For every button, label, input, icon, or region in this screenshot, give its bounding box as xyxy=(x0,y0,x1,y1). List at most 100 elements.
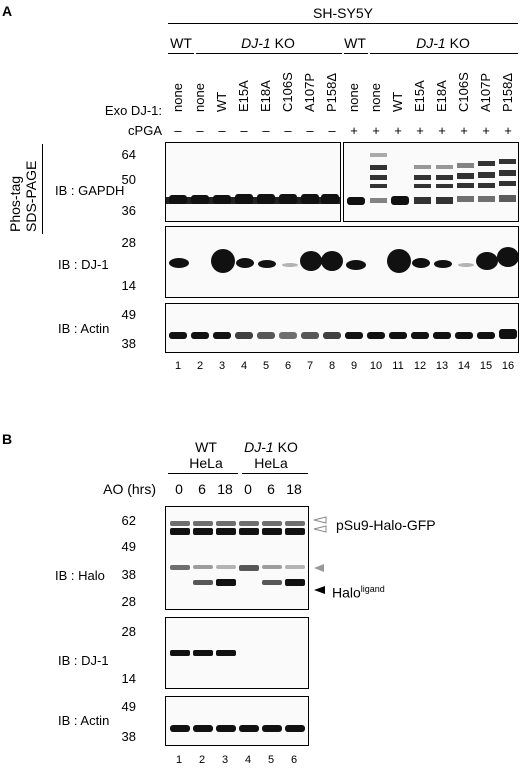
exo-dj1-label: Exo DJ-1: xyxy=(104,103,162,118)
halo-marker-49: 49 xyxy=(121,539,136,554)
actin-blot-a xyxy=(165,303,519,353)
actin-band xyxy=(367,332,385,339)
lane-number: 7 xyxy=(306,360,314,372)
dj1-blot-b xyxy=(165,617,309,689)
halo-ligand-label: Haloligand xyxy=(332,584,385,601)
cpga-value: – xyxy=(328,123,336,138)
gapdh-blot-right-bands xyxy=(347,153,516,205)
lane-number: 1 xyxy=(174,360,182,372)
dj1-blot-b-bands xyxy=(170,650,236,656)
lane-number: 6 xyxy=(284,360,292,372)
wt-label-b: WT xyxy=(195,439,217,455)
lane-number: 2 xyxy=(198,754,206,766)
lane-number: 12 xyxy=(413,360,427,372)
exo-value: A107P xyxy=(478,72,493,112)
ko-label-b: DJ-1 KO xyxy=(244,439,298,455)
actin-band xyxy=(455,332,473,339)
halo-blot-bands xyxy=(170,521,305,586)
ao-value: 6 xyxy=(267,481,275,497)
actin-band xyxy=(411,332,429,339)
actin-blot-a-bands xyxy=(169,329,517,339)
cpga-value: + xyxy=(350,123,358,138)
phos-tag-label-1: Phos-tag xyxy=(7,175,23,232)
lane-number: 3 xyxy=(218,360,226,372)
ib-dj1-label-b: IB : DJ-1 xyxy=(58,653,109,668)
cpga-value: – xyxy=(174,123,182,138)
actin-blot-b-bands xyxy=(170,725,305,732)
wt-label-a1: WT xyxy=(170,35,192,51)
dj1-marker-28-b: 28 xyxy=(121,624,136,639)
lane-number: 13 xyxy=(435,360,449,372)
ao-hrs-label: AO (hrs) xyxy=(103,481,156,497)
black-arrow-icon xyxy=(314,586,325,594)
lane-number: 2 xyxy=(196,360,204,372)
cpga-label: cPGA xyxy=(128,123,162,138)
cpga-value: + xyxy=(416,123,424,138)
exo-value: E18A xyxy=(258,80,273,112)
lane-number: 3 xyxy=(221,754,229,766)
exo-value: none xyxy=(170,83,185,112)
wt-rule-b xyxy=(168,473,238,474)
cpga-value: + xyxy=(372,123,380,138)
exo-value: none xyxy=(368,83,383,112)
actin-band xyxy=(279,332,297,339)
lane-number: 16 xyxy=(501,360,515,372)
ao-value: 18 xyxy=(217,481,233,497)
panel-b-letter: B xyxy=(2,431,13,447)
lane-number: 15 xyxy=(479,360,493,372)
halo-marker-28: 28 xyxy=(121,594,136,609)
exo-value: WT xyxy=(390,91,405,112)
lane-number: 4 xyxy=(240,360,248,372)
actin-band xyxy=(389,332,407,339)
ko-label-a2: DJ-1 KO xyxy=(416,35,470,51)
actin-band xyxy=(169,332,187,339)
actin-band xyxy=(257,332,275,339)
exo-value: C106S xyxy=(280,72,295,112)
cpga-value: – xyxy=(196,123,204,138)
ib-actin-label-a: IB : Actin xyxy=(58,321,110,336)
cpga-value: – xyxy=(306,123,314,138)
gapdh-marker-50: 50 xyxy=(121,172,136,187)
psu9-halo-gfp-label: pSu9-Halo-GFP xyxy=(336,517,436,533)
cpga-value: + xyxy=(438,123,446,138)
panel-a-letter: A xyxy=(2,3,13,19)
lane-number: 6 xyxy=(290,754,298,766)
gapdh-blot-left-bands xyxy=(166,194,340,204)
dj1-marker-14-a: 14 xyxy=(121,278,136,293)
lane-number: 8 xyxy=(328,360,336,372)
actin-blot-b xyxy=(165,696,309,746)
grey-arrow-icon xyxy=(314,564,324,572)
actin-band xyxy=(191,332,209,339)
ko-label-a1: DJ-1 KO xyxy=(241,35,295,51)
exo-value: WT xyxy=(214,91,229,112)
phos-tag-rule xyxy=(42,144,43,234)
open-arrow-upper-icon xyxy=(313,516,327,524)
exo-value: none xyxy=(192,83,207,112)
halo-marker-62: 62 xyxy=(121,513,136,528)
actin-marker-38-a: 38 xyxy=(121,336,136,351)
dj1-marker-28-a: 28 xyxy=(121,235,136,250)
lane-number: 4 xyxy=(244,754,252,766)
lane-number: 1 xyxy=(175,754,183,766)
actin-band xyxy=(477,332,495,339)
lane-number: 14 xyxy=(457,360,471,372)
cpga-value: + xyxy=(460,123,468,138)
actin-band xyxy=(235,332,253,339)
exo-value: E15A xyxy=(412,80,427,112)
cpga-value: + xyxy=(482,123,490,138)
actin-marker-49-a: 49 xyxy=(121,307,136,322)
gapdh-marker-64: 64 xyxy=(121,147,136,162)
ko-rule-a1 xyxy=(196,53,342,54)
dj1-marker-14-b: 14 xyxy=(121,671,136,686)
hela-label-b2: HeLa xyxy=(254,455,288,471)
exo-value: A107P xyxy=(302,72,317,112)
actin-band xyxy=(433,332,451,339)
actin-band xyxy=(301,332,319,339)
cpga-value: – xyxy=(284,123,292,138)
exo-value: none xyxy=(346,83,361,112)
gapdh-blot-left xyxy=(165,142,341,222)
ao-value: 0 xyxy=(244,481,252,497)
lane-number: 5 xyxy=(267,754,275,766)
actin-band xyxy=(213,332,231,339)
cpga-value: + xyxy=(504,123,512,138)
